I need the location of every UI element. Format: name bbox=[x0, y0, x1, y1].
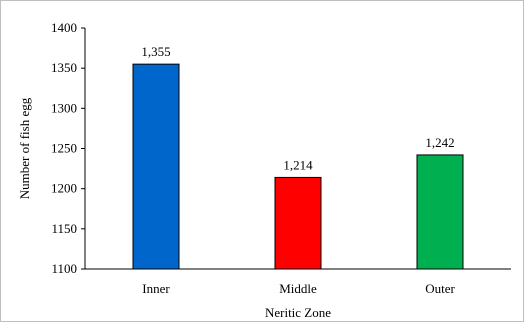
x-tick-label-inner: Inner bbox=[142, 281, 170, 296]
x-axis-label: Neritic Zone bbox=[265, 305, 331, 320]
x-axis-ticks: Inner Middle Outer bbox=[142, 281, 455, 296]
y-axis-label: Number of fish egg bbox=[17, 97, 32, 199]
y-tick-label: 1250 bbox=[51, 141, 77, 156]
y-tick-label: 1300 bbox=[51, 100, 77, 115]
x-tick-label-outer: Outer bbox=[425, 281, 455, 296]
bar-middle bbox=[274, 176, 322, 270]
x-tick-label-middle: Middle bbox=[279, 281, 317, 296]
bar-outer bbox=[416, 154, 464, 270]
data-labels: 1,355 1,214 1,242 bbox=[141, 44, 454, 172]
data-label-outer: 1,242 bbox=[425, 135, 454, 150]
y-axis-ticks: 1100 1150 1200 1250 1300 1350 1400 bbox=[51, 20, 85, 276]
y-tick-label: 1100 bbox=[51, 261, 77, 276]
y-tick-label: 1150 bbox=[51, 221, 77, 236]
data-label-inner: 1,355 bbox=[141, 44, 170, 59]
data-label-middle: 1,214 bbox=[283, 157, 313, 172]
y-tick-label: 1350 bbox=[51, 60, 77, 75]
y-tick-label: 1200 bbox=[51, 181, 77, 196]
y-tick-label: 1400 bbox=[51, 20, 77, 35]
bar-inner bbox=[132, 63, 180, 270]
